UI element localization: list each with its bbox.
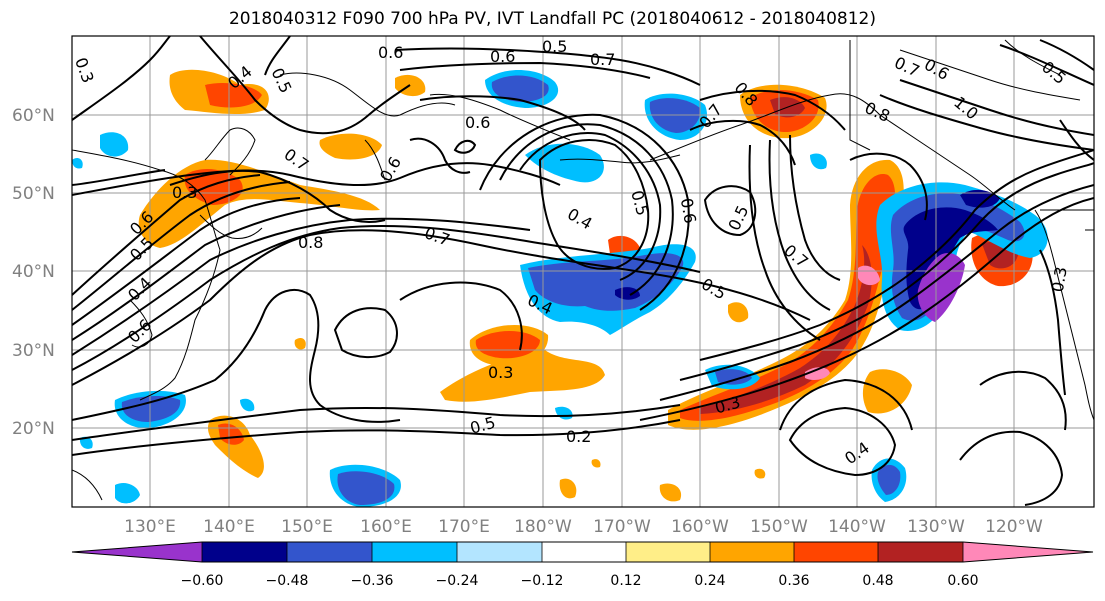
contour-label: 0.6 xyxy=(677,197,700,225)
lon-label: 160°W xyxy=(671,517,729,537)
anomaly-shading xyxy=(72,69,1048,507)
contour-label: 0.3 xyxy=(172,183,197,202)
contour-label: 0.5 xyxy=(698,274,730,303)
contour-label: 0.3 xyxy=(71,55,98,85)
colorbar-tick-label: 0.36 xyxy=(778,573,809,589)
colorbar-segment xyxy=(710,542,794,562)
contour-label: 0.7 xyxy=(891,53,922,81)
colorbar-tick-label: −0.12 xyxy=(521,573,564,589)
colorbar-segment-min-arrow xyxy=(72,542,202,562)
contour-label: 0.6 xyxy=(465,113,490,132)
colorbar-tick-label: 0.12 xyxy=(610,573,641,589)
lon-label: 140°E xyxy=(203,517,255,537)
lat-label: 40°N xyxy=(12,262,55,282)
contour-label: 0.4 xyxy=(564,204,596,233)
colorbar-segment xyxy=(457,542,542,562)
lon-label: 170°W xyxy=(593,517,651,537)
contour-label: 0.3 xyxy=(1048,265,1071,293)
contour-label: 0.3 xyxy=(488,363,513,382)
longitude-labels: 130°E 140°E 150°E 160°E 170°E 180°W 170°… xyxy=(124,517,1043,537)
colorbar-tick-label: −0.60 xyxy=(181,573,224,589)
contour-label: 0.7 xyxy=(422,223,452,250)
lon-label: 170°E xyxy=(438,517,490,537)
contour-label: 0.6 xyxy=(124,315,155,346)
contour-label: 0.4 xyxy=(124,273,155,304)
contour-label: 0.6 xyxy=(376,153,405,185)
colorbar-segment xyxy=(626,542,710,562)
lat-label: 60°N xyxy=(12,106,55,126)
colorbar-segment xyxy=(287,542,372,562)
positive-anomaly-japan xyxy=(138,69,426,478)
lon-label: 130°W xyxy=(907,517,965,537)
negative-anomaly-west-pacific xyxy=(72,132,573,507)
contour-label: 0.6 xyxy=(490,47,515,66)
colorbar-tick-label: 0.60 xyxy=(947,573,978,589)
lon-label: 180°W xyxy=(514,517,572,537)
lon-label: 150°E xyxy=(281,517,333,537)
lon-label: 140°W xyxy=(828,517,886,537)
colorbar-tick-label: −0.36 xyxy=(351,573,394,589)
contour-label: 0.8 xyxy=(862,98,893,126)
contour-label: 0.4 xyxy=(841,438,873,468)
contour-label: 0.6 xyxy=(378,43,403,62)
coastlines xyxy=(72,39,1094,501)
colorbar-tick-label: 0.48 xyxy=(862,573,893,589)
contour-label: 0.5 xyxy=(542,37,567,56)
lat-label: 50°N xyxy=(12,184,55,204)
colorbar-segment xyxy=(542,542,626,562)
latitude-labels: 60°N 50°N 40°N 30°N 20°N xyxy=(12,106,55,439)
lon-label: 130°E xyxy=(124,517,176,537)
contour-label: 0.2 xyxy=(566,427,591,446)
contour-label: 0.8 xyxy=(298,233,323,252)
pv-contours xyxy=(72,36,1094,506)
lat-label: 20°N xyxy=(12,419,55,439)
colorbar-segment-max-arrow xyxy=(963,542,1093,562)
lon-label: 150°W xyxy=(750,517,808,537)
contour-label: 0.5 xyxy=(268,65,296,96)
contour-label: 0.7 xyxy=(590,50,615,69)
lon-label: 120°W xyxy=(985,517,1043,537)
lat-label: 30°N xyxy=(12,341,55,361)
colorbar-segment xyxy=(878,542,963,562)
colorbar-segment xyxy=(372,542,457,562)
map-frame xyxy=(71,35,1095,508)
colorbar-segment xyxy=(794,542,878,562)
lon-label: 160°E xyxy=(360,517,412,537)
negative-anomaly-central-pacific xyxy=(485,70,708,335)
colorbar: −0.60 −0.48 −0.36 −0.24 −0.12 0.12 0.24 … xyxy=(71,541,1094,589)
map-title: 2018040312 F090 700 hPa PV, IVT Landfall… xyxy=(228,9,876,29)
positive-anomaly-central-pacific xyxy=(440,235,912,414)
contour-label: 1.0 xyxy=(950,93,982,124)
colorbar-tick-label: −0.48 xyxy=(266,573,309,589)
colorbar-tick-label: 0.24 xyxy=(694,573,725,589)
colorbar-tick-label: −0.24 xyxy=(436,573,479,589)
colorbar-segment xyxy=(202,542,287,562)
scattered-yellow xyxy=(294,337,766,502)
contour-label: 0.7 xyxy=(281,145,313,175)
